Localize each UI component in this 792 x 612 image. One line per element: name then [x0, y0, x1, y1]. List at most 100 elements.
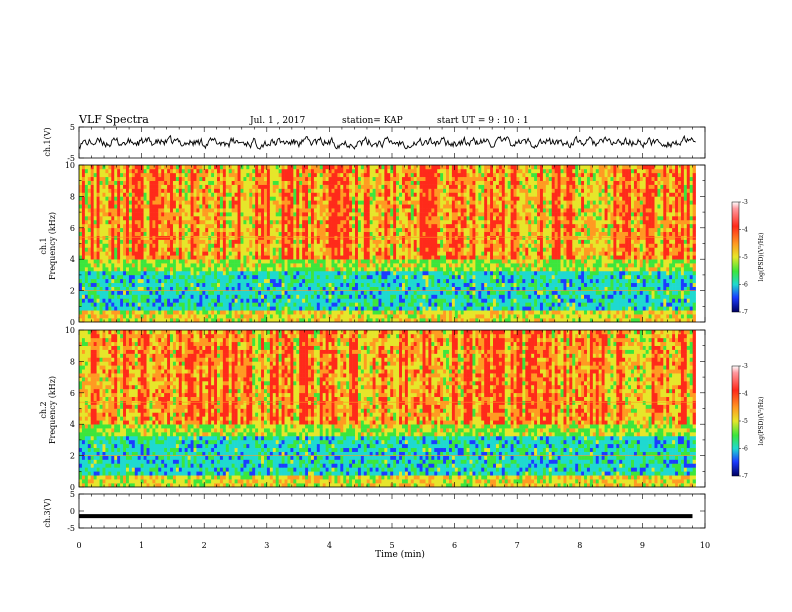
- spectrogram-cell: [222, 231, 227, 236]
- spectrogram-cell: [355, 255, 359, 260]
- spectrogram-cell: [331, 192, 335, 197]
- spectrogram-cell: [299, 216, 303, 221]
- spectrogram-cell: [234, 180, 238, 185]
- spectrogram-cell: [84, 298, 89, 303]
- spectrogram-cell: [275, 274, 279, 280]
- spectrogram-cell: [246, 212, 250, 217]
- spectrogram-cell: [140, 263, 144, 268]
- spectrogram-cell: [90, 208, 94, 213]
- spectrogram-cell: [246, 204, 250, 209]
- spectrogram-cell: [243, 263, 247, 268]
- spectrogram-cell: [149, 196, 153, 201]
- spectrogram-cell: [269, 247, 274, 252]
- spectrogram-cell: [228, 192, 232, 197]
- spectrogram-cell: [164, 282, 168, 287]
- spectrogram-cell: [337, 184, 341, 189]
- spectrogram-cell: [184, 176, 188, 181]
- spectrogram-cell: [149, 259, 153, 264]
- spectrogram-cell: [372, 270, 376, 276]
- spectrogram-cell: [343, 243, 347, 248]
- spectrogram-cell: [246, 286, 250, 291]
- spectrogram-cell: [363, 318, 368, 323]
- spectrogram-cell: [357, 274, 362, 280]
- spectrogram-cell: [178, 243, 183, 248]
- spectrogram-cell: [178, 165, 183, 170]
- spectrogram-cell: [263, 274, 268, 280]
- spectrogram-cell: [128, 235, 133, 240]
- spectrogram-cell: [266, 176, 271, 181]
- spectrogram-cell: [310, 200, 315, 205]
- spectrogram-cell: [108, 208, 112, 213]
- spectrogram-cell: [149, 298, 153, 303]
- spectrogram-cell: [258, 286, 262, 291]
- spectrogram-cell: [366, 247, 370, 252]
- spectrogram-cell: [84, 290, 89, 295]
- spectrogram-cell: [105, 278, 109, 284]
- spectrogram-cell: [123, 196, 127, 201]
- spectrogram-cell: [170, 172, 174, 178]
- spectrogram-cell: [281, 208, 285, 213]
- spectrogram-cell: [281, 310, 285, 315]
- spectrogram-cell: [299, 180, 303, 185]
- spectrogram-cell: [346, 314, 350, 319]
- spectrogram-cell: [125, 165, 130, 170]
- spectrogram-cell: [190, 200, 194, 205]
- spectrogram-cell: [105, 255, 109, 260]
- spectrogram-cell: [175, 172, 180, 178]
- spectrogram-cell: [120, 290, 124, 295]
- spectrogram-cell: [384, 270, 388, 276]
- spectrogram-cell: [81, 310, 86, 315]
- spectrogram-cell: [128, 251, 133, 256]
- spectrogram-cell: [184, 270, 188, 276]
- spectrogram-cell: [152, 235, 156, 240]
- spectrogram-cell: [381, 168, 385, 174]
- spectrogram-cell: [211, 176, 215, 181]
- spectrogram-cell: [355, 200, 359, 205]
- spectrogram-cell: [431, 223, 435, 229]
- spectrogram-cell: [384, 247, 388, 252]
- spectrogram-cell: [149, 180, 153, 185]
- spectrogram-cell: [396, 219, 400, 225]
- spectrogram-cell: [396, 306, 400, 311]
- spectrogram-cell: [428, 310, 432, 315]
- spectrogram-cell: [84, 212, 89, 217]
- spectrogram-cell: [310, 231, 315, 236]
- spectrogram-cell: [422, 165, 426, 170]
- spectrogram-cell: [90, 282, 94, 287]
- spectrogram-cell: [149, 188, 153, 193]
- spectrogram-cell: [111, 290, 115, 295]
- spectrogram-cell: [202, 270, 206, 276]
- spectrogram-cell: [266, 165, 271, 170]
- spectrogram-cell: [261, 290, 265, 295]
- spectrogram-cell: [287, 263, 291, 268]
- spectrogram-cell: [387, 180, 391, 185]
- spectrogram-cell: [375, 223, 379, 229]
- spectrogram-cell: [308, 235, 312, 240]
- spectrogram-cell: [96, 231, 100, 236]
- spectrogram-cell: [208, 212, 212, 217]
- spectrogram-cell: [252, 216, 256, 221]
- spectrogram-cell: [96, 314, 100, 319]
- spectrogram-cell: [372, 184, 376, 189]
- spectrogram-cell: [175, 302, 180, 307]
- spectrogram-cell: [357, 286, 362, 291]
- spectrogram-cell: [99, 165, 103, 170]
- spectrogram-cell: [90, 302, 94, 307]
- spectrogram-cell: [161, 263, 165, 268]
- spectrogram-cell: [105, 243, 109, 248]
- spectrogram-cell: [366, 310, 370, 315]
- spectrogram-cell: [240, 310, 244, 315]
- spectrogram-cell: [328, 282, 332, 287]
- spectrogram-cell: [131, 247, 136, 252]
- spectrogram-cell: [222, 212, 227, 217]
- spectrogram-cell: [299, 318, 303, 323]
- spectrogram-cell: [366, 172, 370, 178]
- spectrogram-cell: [378, 282, 382, 287]
- spectrogram-cell: [434, 204, 438, 209]
- spectrogram-cell: [190, 286, 194, 291]
- spectrogram-cell: [170, 188, 174, 193]
- spectrogram-cell: [281, 184, 285, 189]
- spectrogram-cell: [161, 216, 165, 221]
- spectrogram-cell: [363, 172, 368, 178]
- spectrogram-cell: [275, 302, 279, 307]
